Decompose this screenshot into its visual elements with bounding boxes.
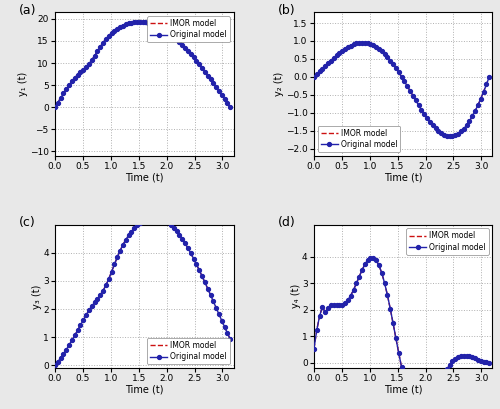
IMOR model [176, 232, 182, 237]
Original model [396, 351, 402, 355]
IMOR model [100, 40, 106, 45]
IMOR model [402, 378, 407, 382]
Original model [151, 214, 157, 219]
Original model [364, 258, 370, 263]
Original model [137, 19, 143, 24]
Original model [438, 378, 444, 383]
IMOR model [436, 128, 442, 133]
Original model [311, 74, 317, 79]
Original model [359, 40, 365, 45]
Original model [370, 255, 376, 260]
IMOR model [484, 82, 490, 87]
Text: (a): (a) [20, 4, 37, 17]
Original model [52, 363, 58, 368]
Original model [311, 346, 317, 351]
Original model [402, 378, 407, 382]
IMOR model [402, 79, 407, 84]
Legend: IMOR model, Original model: IMOR model, Original model [406, 229, 488, 255]
Y-axis label: y₄ (t): y₄ (t) [290, 284, 300, 308]
Original model [486, 360, 492, 365]
IMOR model [151, 214, 157, 219]
IMOR model [52, 363, 58, 368]
Original model [100, 288, 106, 293]
Y-axis label: y₂ (t): y₂ (t) [274, 72, 284, 96]
IMOR model [224, 331, 230, 336]
Original model [106, 33, 112, 38]
IMOR model [176, 40, 182, 45]
IMOR model [484, 360, 490, 365]
Original model [142, 20, 148, 25]
Line: Original model: Original model [312, 256, 491, 409]
IMOR model [486, 74, 492, 79]
IMOR model [142, 20, 148, 25]
IMOR model [486, 360, 492, 365]
Original model [228, 337, 234, 342]
X-axis label: Time (t): Time (t) [125, 172, 164, 182]
IMOR model [134, 223, 140, 228]
Original model [402, 79, 407, 84]
Original model [134, 223, 140, 228]
Original model [446, 134, 452, 139]
Line: IMOR model: IMOR model [55, 22, 231, 107]
Legend: IMOR model, Original model: IMOR model, Original model [148, 16, 230, 43]
Original model [140, 218, 145, 223]
Text: (c): (c) [20, 216, 36, 229]
IMOR model [100, 288, 106, 293]
IMOR model [396, 70, 402, 75]
IMOR model [438, 378, 444, 383]
Original model [362, 40, 368, 45]
IMOR model [106, 33, 112, 38]
Y-axis label: y₁ (t): y₁ (t) [18, 72, 28, 96]
Original model [176, 40, 182, 45]
IMOR model [224, 101, 230, 106]
Original model [224, 101, 230, 106]
Original model [484, 360, 490, 365]
IMOR model [370, 255, 376, 260]
Text: (b): (b) [278, 4, 296, 17]
Original model [224, 331, 230, 336]
IMOR model [137, 19, 143, 24]
IMOR model [311, 74, 317, 79]
Original model [100, 40, 106, 45]
X-axis label: Time (t): Time (t) [125, 385, 164, 395]
IMOR model [396, 351, 402, 355]
Original model [52, 105, 58, 110]
IMOR model [446, 134, 452, 139]
IMOR model [228, 337, 234, 342]
IMOR model [311, 346, 317, 351]
X-axis label: Time (t): Time (t) [384, 172, 422, 182]
Original model [359, 268, 365, 273]
Original model [396, 70, 402, 75]
IMOR model [368, 42, 374, 47]
Original model [106, 276, 112, 281]
IMOR model [359, 40, 365, 45]
IMOR model [52, 105, 58, 110]
IMOR model [140, 218, 145, 223]
IMOR model [362, 40, 368, 45]
Original model [134, 19, 140, 24]
Legend: IMOR model, Original model: IMOR model, Original model [148, 338, 230, 364]
Line: IMOR model: IMOR model [314, 258, 489, 409]
IMOR model [359, 268, 365, 273]
IMOR model [106, 276, 112, 281]
X-axis label: Time (t): Time (t) [384, 385, 422, 395]
Original model [228, 105, 234, 110]
Original model [484, 82, 490, 87]
Line: IMOR model: IMOR model [55, 217, 231, 365]
IMOR model [228, 105, 234, 110]
Text: (d): (d) [278, 216, 296, 229]
Line: Original model: Original model [312, 40, 491, 138]
IMOR model [134, 19, 140, 24]
Original model [486, 74, 492, 79]
Line: IMOR model: IMOR model [314, 43, 489, 136]
Original model [436, 128, 442, 133]
Original model [368, 42, 374, 47]
IMOR model [364, 258, 370, 263]
Line: Original model: Original model [53, 215, 233, 367]
Legend: IMOR model, Original model: IMOR model, Original model [318, 126, 400, 152]
Y-axis label: y₃ (t): y₃ (t) [32, 284, 42, 308]
Line: Original model: Original model [53, 20, 233, 109]
Original model [176, 232, 182, 237]
